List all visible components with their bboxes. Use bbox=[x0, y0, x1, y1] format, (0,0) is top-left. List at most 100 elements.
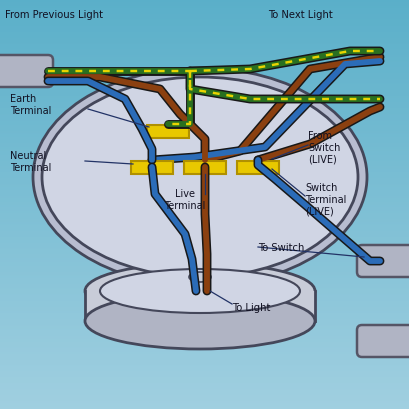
Ellipse shape bbox=[85, 293, 314, 349]
Bar bbox=[0, 51, 409, 52]
Bar bbox=[0, 277, 409, 278]
Text: To Switch: To Switch bbox=[257, 243, 303, 252]
Bar bbox=[236, 161, 278, 174]
Bar bbox=[0, 60, 409, 61]
Bar bbox=[0, 3, 409, 4]
Bar bbox=[0, 42, 409, 43]
Bar bbox=[0, 264, 409, 265]
Bar bbox=[0, 222, 409, 223]
Bar bbox=[0, 31, 409, 32]
Bar bbox=[0, 227, 409, 229]
Bar bbox=[0, 255, 409, 256]
Bar bbox=[0, 153, 409, 154]
Bar bbox=[0, 106, 409, 107]
Bar bbox=[0, 26, 409, 27]
Bar bbox=[0, 361, 409, 362]
Bar bbox=[0, 164, 409, 166]
Bar bbox=[0, 101, 409, 102]
Bar bbox=[0, 393, 409, 394]
Bar bbox=[0, 127, 409, 128]
Bar bbox=[0, 159, 409, 160]
Bar bbox=[0, 29, 409, 30]
Bar bbox=[0, 239, 409, 240]
Bar bbox=[0, 330, 409, 331]
Bar bbox=[0, 312, 409, 313]
Bar bbox=[0, 54, 409, 55]
Text: To Next Light: To Next Light bbox=[267, 10, 332, 20]
Bar bbox=[0, 326, 409, 327]
Bar bbox=[0, 386, 409, 387]
Bar bbox=[0, 19, 409, 20]
Bar bbox=[0, 131, 409, 132]
Bar bbox=[0, 294, 409, 295]
Bar bbox=[131, 161, 173, 174]
Bar bbox=[0, 56, 409, 57]
Bar bbox=[0, 357, 409, 358]
Bar bbox=[0, 211, 409, 213]
Bar bbox=[0, 297, 409, 298]
Bar bbox=[0, 11, 409, 12]
Bar bbox=[0, 39, 409, 40]
Bar bbox=[0, 296, 409, 297]
Bar bbox=[0, 396, 409, 397]
Bar bbox=[0, 398, 409, 399]
Bar bbox=[0, 300, 409, 301]
Bar bbox=[0, 2, 409, 3]
Bar bbox=[0, 160, 409, 161]
Bar bbox=[0, 406, 409, 407]
Bar bbox=[0, 268, 409, 270]
Bar bbox=[0, 89, 409, 90]
Bar bbox=[0, 65, 409, 66]
Bar bbox=[0, 166, 409, 168]
Bar bbox=[0, 374, 409, 375]
Bar bbox=[0, 367, 409, 368]
Bar bbox=[0, 400, 409, 401]
Bar bbox=[0, 91, 409, 92]
Bar bbox=[0, 257, 409, 258]
Bar bbox=[0, 202, 409, 204]
Bar bbox=[0, 14, 409, 15]
Bar bbox=[0, 403, 409, 404]
Bar bbox=[0, 377, 409, 378]
Bar bbox=[0, 341, 409, 342]
Bar bbox=[0, 240, 409, 241]
Bar bbox=[0, 0, 409, 1]
Bar bbox=[0, 299, 409, 300]
Bar bbox=[0, 116, 409, 117]
Bar bbox=[0, 301, 409, 302]
Bar bbox=[0, 298, 409, 299]
Bar bbox=[0, 273, 409, 274]
Bar bbox=[0, 363, 409, 364]
Bar bbox=[0, 209, 409, 211]
Bar bbox=[0, 237, 409, 238]
Bar bbox=[0, 191, 409, 193]
Bar bbox=[0, 113, 409, 114]
Bar bbox=[0, 10, 409, 11]
Bar bbox=[0, 355, 409, 356]
Ellipse shape bbox=[33, 69, 366, 286]
Bar bbox=[0, 136, 409, 137]
Bar bbox=[0, 335, 409, 336]
Bar bbox=[0, 87, 409, 88]
Bar bbox=[0, 69, 409, 70]
Bar bbox=[0, 310, 409, 311]
Bar bbox=[0, 293, 409, 294]
Bar bbox=[0, 205, 409, 207]
Bar bbox=[0, 126, 409, 127]
Bar bbox=[0, 241, 409, 243]
Bar bbox=[0, 305, 409, 306]
Bar bbox=[0, 280, 409, 281]
Bar bbox=[0, 349, 409, 350]
FancyBboxPatch shape bbox=[356, 325, 409, 357]
Text: From Previous Light: From Previous Light bbox=[5, 10, 103, 20]
Bar bbox=[0, 247, 409, 248]
Bar bbox=[0, 295, 409, 296]
Bar bbox=[0, 292, 409, 293]
Bar bbox=[0, 66, 409, 67]
Text: Switch
Terminal
(LIVE): Switch Terminal (LIVE) bbox=[304, 182, 346, 216]
Bar bbox=[0, 20, 409, 21]
Bar bbox=[0, 177, 409, 178]
Bar bbox=[0, 121, 409, 122]
Bar bbox=[0, 320, 409, 321]
Bar bbox=[0, 289, 409, 290]
